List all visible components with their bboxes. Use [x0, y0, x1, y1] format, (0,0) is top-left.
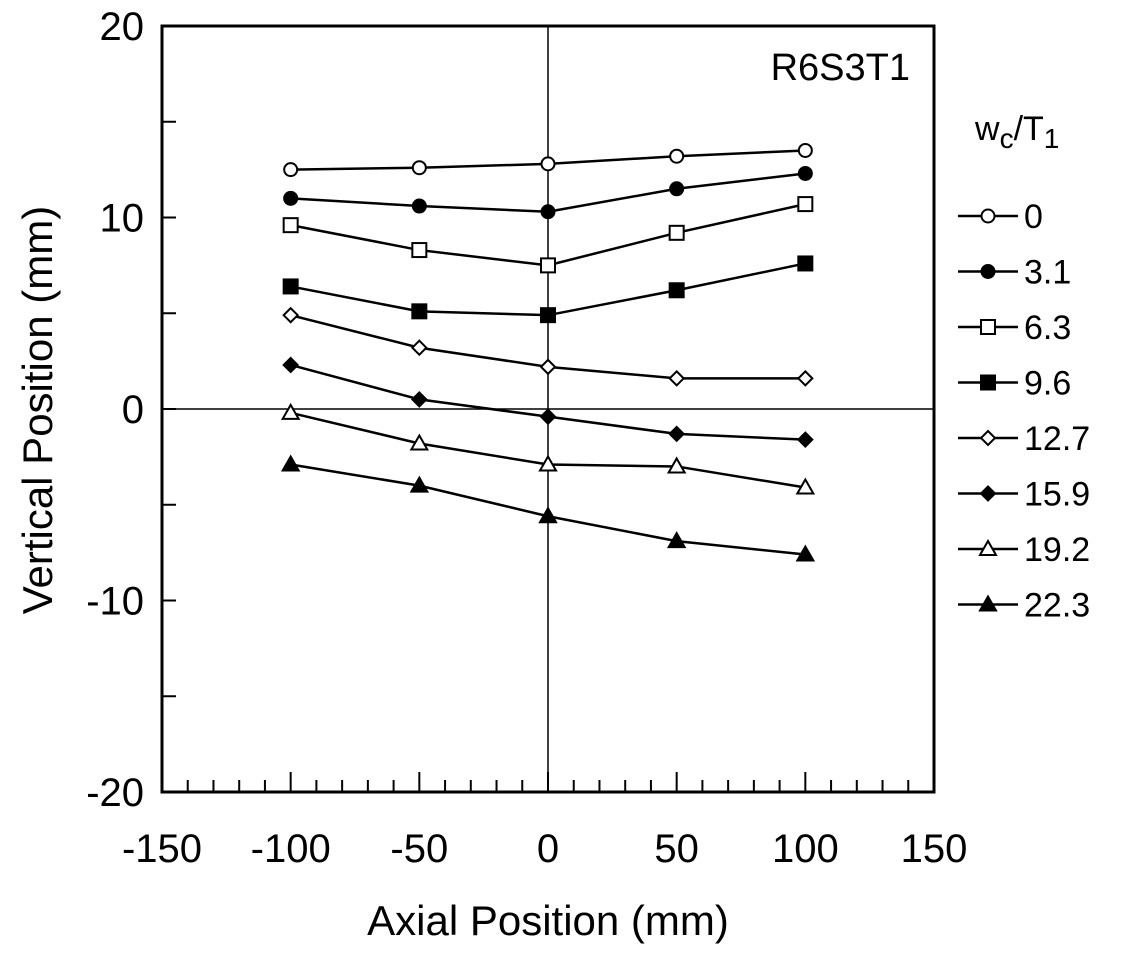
data-point — [540, 257, 556, 274]
x-tick-label: -150 — [122, 827, 202, 871]
data-point — [540, 307, 556, 324]
data-point — [795, 477, 816, 495]
data-point — [797, 142, 813, 158]
y-tick-label: 10 — [100, 197, 145, 241]
data-point — [411, 198, 427, 214]
legend-label: 9.6 — [1024, 365, 1071, 403]
legend-marker — [978, 538, 998, 556]
legend-marker — [979, 429, 997, 447]
legend-marker — [980, 208, 996, 224]
data-point — [409, 433, 430, 451]
series-markers-layer — [280, 142, 816, 562]
data-point — [669, 181, 685, 197]
data-point — [538, 506, 558, 524]
data-point — [283, 162, 299, 178]
data-point — [669, 148, 685, 164]
data-point — [668, 425, 686, 443]
legend-label: 19.2 — [1024, 531, 1090, 569]
x-tick-label: 0 — [537, 827, 559, 871]
data-point — [539, 358, 557, 376]
data-point — [411, 303, 428, 320]
data-point — [282, 306, 300, 324]
data-point — [668, 369, 686, 387]
x-tick-label: -100 — [251, 827, 331, 871]
data-point — [797, 255, 814, 272]
data-point — [796, 431, 814, 449]
legend-marker — [980, 264, 996, 279]
data-point — [410, 391, 428, 408]
data-point — [666, 531, 687, 549]
legend-label: 3.1 — [1024, 254, 1071, 292]
data-point — [282, 217, 299, 234]
legend-label: 22.3 — [1024, 587, 1090, 625]
data-point — [282, 356, 300, 374]
data-point — [540, 156, 556, 172]
data-point — [797, 196, 814, 213]
y-tick-label: 20 — [100, 5, 145, 49]
legend-marker — [979, 485, 997, 502]
x-tick-label: 150 — [901, 827, 968, 871]
x-tick-label: 100 — [772, 827, 839, 871]
y-tick-label: 0 — [122, 388, 144, 432]
legend-label: 15.9 — [1024, 476, 1090, 514]
data-point — [538, 454, 558, 472]
legend-marker — [978, 594, 998, 612]
data-point — [668, 282, 685, 299]
legend-label: 12.7 — [1024, 420, 1090, 458]
legend-label: 6.3 — [1024, 309, 1071, 347]
data-point — [539, 408, 557, 426]
data-point — [282, 278, 299, 295]
data-point — [280, 402, 301, 420]
data-point — [666, 456, 687, 474]
data-point — [411, 160, 427, 176]
chart-annotation: R6S3T1 — [771, 47, 910, 89]
data-point — [796, 369, 814, 387]
data-point — [668, 224, 685, 241]
x-tick-label: 50 — [654, 827, 699, 871]
data-point — [411, 242, 428, 259]
x-tick-label: -50 — [390, 827, 448, 871]
y-axis-title: Vertical Position (mm) — [14, 206, 61, 614]
legend-label: 0 — [1024, 198, 1043, 236]
data-point — [283, 190, 299, 206]
data-point — [795, 544, 816, 562]
y-tick-label: -20 — [86, 771, 144, 815]
y-tick-label: -10 — [86, 580, 144, 624]
legend-title: wc/T1 — [974, 110, 1059, 154]
legend: wc/T1 0 3.1 6.3 9.6 12.7 15.9 19.2 22.3 — [958, 110, 1090, 625]
data-point — [410, 339, 428, 357]
legend-marker — [980, 374, 996, 391]
data-point — [540, 204, 556, 220]
legend-marker — [980, 319, 996, 335]
data-point — [280, 454, 301, 472]
x-axis-title: Axial Position (mm) — [367, 897, 729, 944]
data-point — [409, 475, 430, 493]
data-point — [797, 165, 813, 181]
